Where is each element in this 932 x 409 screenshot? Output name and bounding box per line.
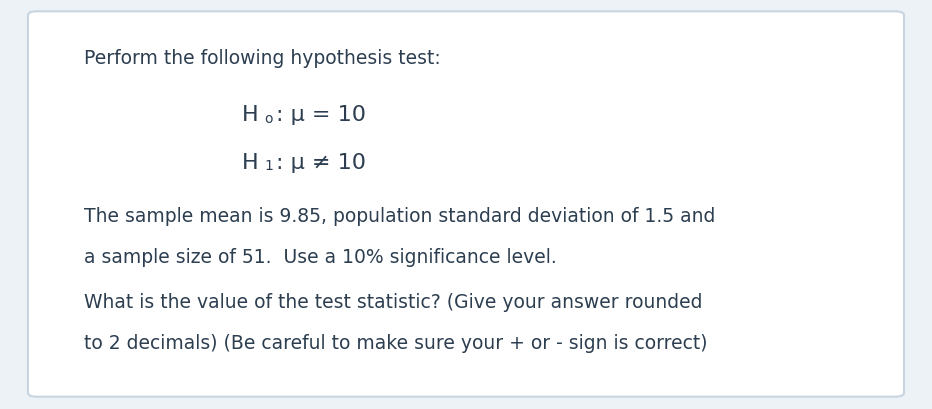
- Text: : μ = 10: : μ = 10: [276, 104, 366, 124]
- Text: 1: 1: [265, 159, 274, 173]
- Text: The sample mean is 9.85, population standard deviation of 1.5 and: The sample mean is 9.85, population stan…: [84, 207, 715, 225]
- Text: What is the value of the test statistic? (Give your answer rounded: What is the value of the test statistic?…: [84, 292, 703, 311]
- Text: a sample size of 51.  Use a 10% significance level.: a sample size of 51. Use a 10% significa…: [84, 247, 556, 266]
- Text: H: H: [242, 104, 259, 124]
- Text: : μ ≠ 10: : μ ≠ 10: [276, 152, 366, 172]
- Text: Perform the following hypothesis test:: Perform the following hypothesis test:: [84, 49, 441, 68]
- Text: o: o: [265, 111, 273, 125]
- Text: H: H: [242, 152, 259, 172]
- Text: to 2 decimals) (Be careful to make sure your + or - sign is correct): to 2 decimals) (Be careful to make sure …: [84, 333, 707, 352]
- FancyBboxPatch shape: [28, 12, 904, 397]
